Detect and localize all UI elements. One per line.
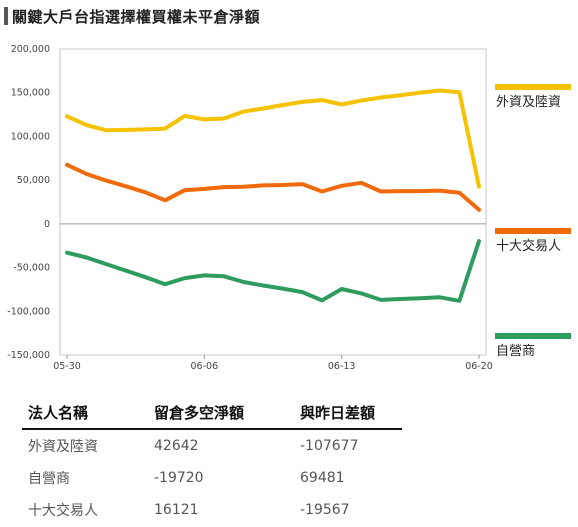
y-tick-label: 100,000 [11,131,50,142]
series-line [65,162,481,212]
series-line [65,239,481,303]
series-line [65,88,481,189]
legend-swatch [495,228,571,234]
cell-institution: 外資及陸資 [28,439,98,455]
legend-label: 自營商 [496,344,535,359]
x-tick-label: 06-13 [328,361,356,372]
table-row: 十大交易人 16121 -19567 [22,494,402,526]
y-tick-label: 200,000 [11,44,50,55]
y-tick-label: 150,000 [11,88,50,99]
plot-frame [59,48,487,356]
legend-label: 十大交易人 [496,238,561,254]
legend-label: 外資及陸資 [496,94,561,110]
table-header-row: 法人名稱 留倉多空淨額 與昨日差額 [22,398,402,430]
x-tick-label: 05-30 [53,361,81,372]
y-tick-label: -100,000 [7,306,50,317]
cell-daily-change: -19567 [300,502,350,518]
header-daily-change: 與昨日差額 [294,398,402,430]
header-net-position: 留倉多空淨額 [148,398,294,430]
summary-table: 法人名稱 留倉多空淨額 與昨日差額 外資及陸資 42642 -107677 自營… [22,398,402,526]
header-institution: 法人名稱 [22,398,148,430]
title-accent-bar [4,7,8,25]
cell-net-position: 16121 [154,502,199,518]
cell-daily-change: 69481 [300,470,345,486]
cell-net-position: 42642 [154,438,199,454]
legend-swatch [495,84,571,90]
table-row: 自營商 -19720 69481 [22,462,402,494]
cell-daily-change: -107677 [300,438,359,454]
cell-institution: 十大交易人 [28,503,98,519]
page-title: 關鍵大戶台指選擇權買權未平倉淨額 [12,7,261,26]
x-tick-label: 06-20 [465,361,493,372]
line-chart: -150,000 -100,000 -50,000 0 50,000 100,000 150… [7,44,571,372]
y-tick-label: -50,000 [13,263,50,274]
cell-net-position: -19720 [154,470,204,486]
cell-institution: 自營商 [28,471,70,487]
legend-swatch [495,333,571,339]
y-tick-label: -150,000 [7,350,50,361]
y-tick-label: 50,000 [17,175,50,186]
x-tick-label: 06-06 [191,361,219,372]
y-tick-label: 0 [44,219,50,230]
title-bar: 關鍵大戶台指選擇權買權未平倉淨額 [4,6,260,26]
table-row: 外資及陸資 42642 -107677 [22,429,402,462]
